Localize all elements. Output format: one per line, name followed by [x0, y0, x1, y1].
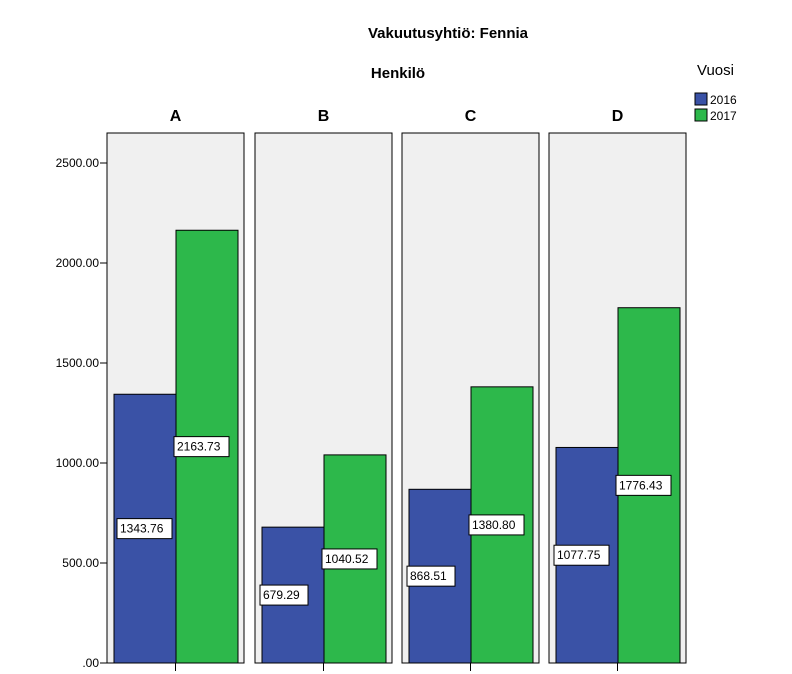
- data-label: 1077.75: [553, 544, 610, 566]
- data-label-text: 1776.43: [619, 478, 663, 492]
- legend-label-2017: 2017: [710, 109, 737, 123]
- data-label: 868.51: [406, 565, 456, 587]
- data-label-text: 868.51: [410, 569, 447, 583]
- data-label-text: 1380.80: [472, 518, 516, 532]
- y-tick-label: 2000.00: [56, 256, 100, 270]
- y-tick-label: 1500.00: [56, 356, 100, 370]
- data-label: 1776.43: [615, 474, 672, 496]
- data-label: 2163.73: [173, 436, 230, 458]
- chart-title: Vakuutusyhtiö: Fennia: [368, 25, 529, 42]
- legend-swatch-2017: [694, 108, 708, 122]
- panel-c: C 868.51 1380.80: [401, 108, 540, 671]
- y-tick-label: .00: [82, 656, 99, 670]
- panel-label: A: [170, 108, 182, 125]
- y-tick-label: 2500.00: [56, 156, 100, 170]
- panel-label: B: [318, 108, 330, 125]
- data-label: 679.29: [259, 584, 309, 606]
- data-label-text: 2163.73: [177, 440, 221, 454]
- panel-b: B 679.29 1040.52: [254, 108, 393, 671]
- data-label-text: 1343.76: [120, 522, 164, 536]
- data-label-text: 1077.75: [557, 548, 601, 562]
- data-label: 1380.80: [468, 514, 525, 536]
- y-tick-label: 1000.00: [56, 456, 100, 470]
- data-label-text: 679.29: [263, 588, 300, 602]
- panel-label: D: [612, 108, 624, 125]
- data-label-text: 1040.52: [325, 552, 369, 566]
- legend: Vuosi 2016 2017: [694, 62, 737, 123]
- chart-subtitle: Henkilö: [371, 65, 425, 82]
- y-tick-label: 500.00: [62, 556, 99, 570]
- data-label: 1343.76: [116, 518, 173, 540]
- legend-label-2016: 2016: [710, 93, 737, 107]
- data-label: 1040.52: [321, 548, 378, 570]
- y-axis: .00 500.00 1000.00 1500.00 2000.00 2500.00: [56, 156, 107, 670]
- panel-a: A 1343.76 2163.73: [106, 108, 245, 671]
- panels-layer: A 1343.76 2163.73 B 679.29 1040.52 C 868.51 1380…: [106, 108, 687, 671]
- legend-swatch-2016: [694, 92, 708, 106]
- panel-label: C: [465, 108, 477, 125]
- panel-d: D 1077.75 1776.43: [548, 108, 687, 671]
- legend-title: Vuosi: [697, 62, 734, 79]
